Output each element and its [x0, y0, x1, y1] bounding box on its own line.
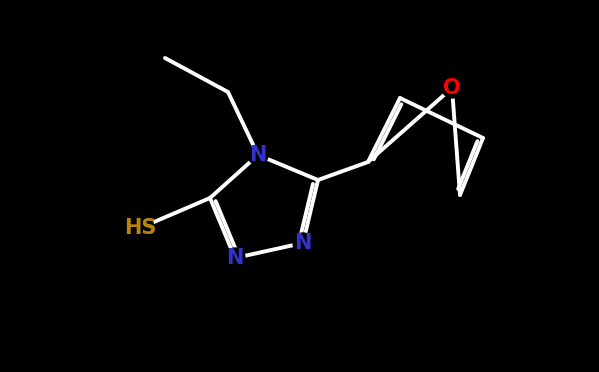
Circle shape — [126, 214, 154, 242]
Circle shape — [293, 233, 313, 253]
Text: HS: HS — [124, 218, 156, 238]
Circle shape — [225, 248, 245, 268]
Text: O: O — [443, 78, 461, 98]
Text: N: N — [226, 248, 244, 268]
Text: N: N — [294, 233, 311, 253]
Text: N: N — [249, 145, 267, 165]
Circle shape — [248, 145, 268, 165]
Circle shape — [442, 78, 462, 98]
